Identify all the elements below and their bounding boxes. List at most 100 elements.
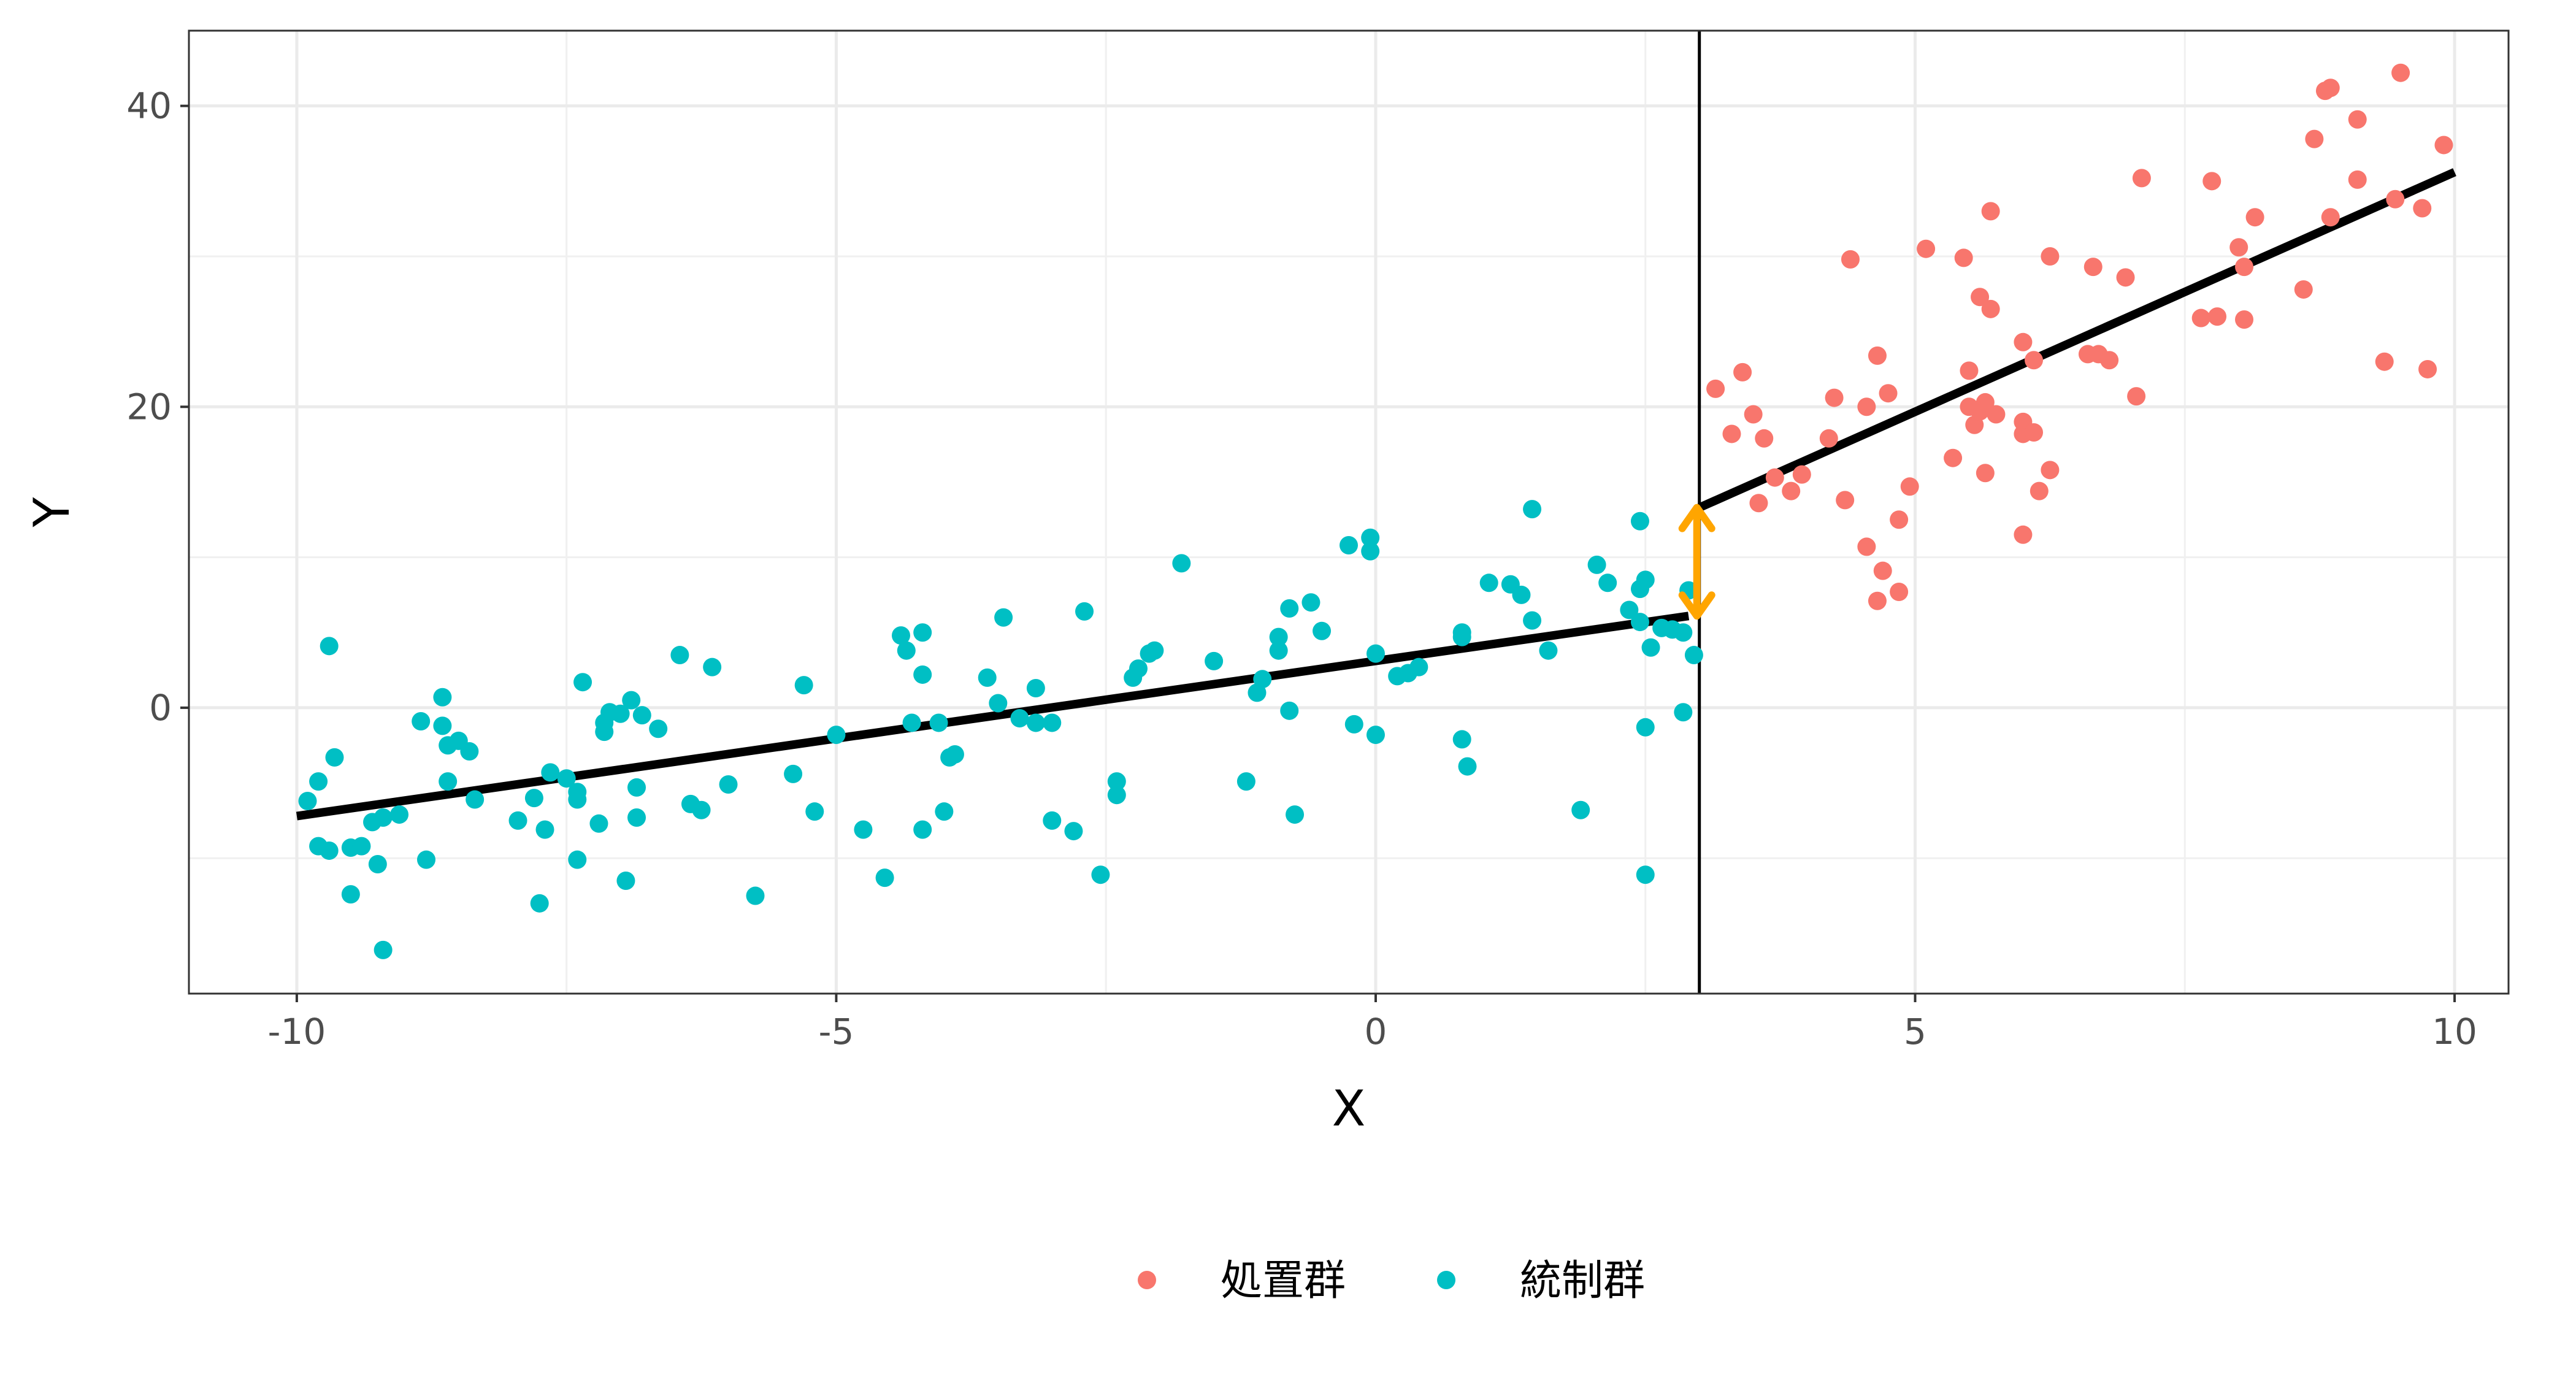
data-point-control bbox=[692, 800, 711, 819]
data-point-control bbox=[1620, 600, 1639, 619]
data-point-treatment bbox=[1971, 288, 1990, 307]
data-point-control bbox=[1107, 786, 1126, 805]
jump-arrow-head-top bbox=[1678, 504, 1715, 532]
data-point-treatment bbox=[1782, 481, 1801, 500]
data-point-control bbox=[589, 814, 608, 833]
data-point-treatment bbox=[2100, 351, 2119, 370]
data-point-treatment bbox=[1976, 393, 1995, 412]
data-point-control bbox=[703, 657, 722, 677]
data-point-treatment bbox=[1836, 491, 1855, 510]
data-point-control bbox=[416, 850, 435, 869]
data-point-control bbox=[412, 711, 431, 730]
data-point-treatment bbox=[2434, 136, 2453, 155]
data-point-treatment bbox=[1825, 388, 1844, 407]
data-point-control bbox=[627, 808, 646, 827]
data-point-treatment bbox=[2413, 199, 2432, 218]
data-point-treatment bbox=[1890, 583, 1909, 602]
data-point-treatment bbox=[2030, 481, 2049, 500]
data-point-treatment bbox=[1857, 537, 1876, 556]
data-point-control bbox=[466, 790, 485, 809]
data-point-treatment bbox=[1706, 379, 1725, 398]
data-point-control bbox=[719, 775, 738, 794]
data-point-control bbox=[309, 772, 328, 791]
data-point-treatment bbox=[1868, 346, 1887, 365]
data-point-treatment bbox=[2348, 110, 2367, 129]
data-point-control bbox=[627, 778, 646, 797]
data-point-control bbox=[1674, 703, 1693, 722]
data-point-treatment bbox=[2025, 351, 2044, 370]
data-point-control bbox=[320, 637, 339, 656]
data-point-control bbox=[1630, 512, 1649, 531]
data-point-treatment bbox=[2014, 332, 2033, 351]
data-point-treatment bbox=[2132, 169, 2151, 188]
data-point-control bbox=[1043, 713, 1062, 732]
data-point-control bbox=[897, 641, 916, 660]
data-point-control bbox=[1280, 701, 1299, 720]
data-point-control bbox=[439, 772, 458, 791]
data-point-control bbox=[1684, 646, 1703, 665]
data-point-control bbox=[374, 940, 393, 959]
fit-line-layer bbox=[296, 168, 2456, 821]
data-point-treatment bbox=[2321, 208, 2340, 227]
data-point-treatment bbox=[1981, 202, 2000, 221]
data-point-treatment bbox=[2245, 208, 2264, 227]
data-point-treatment bbox=[2321, 79, 2340, 98]
data-point-control bbox=[978, 668, 997, 687]
data-point-control bbox=[460, 742, 479, 761]
jump-arrow-head-bottom bbox=[1678, 591, 1715, 620]
data-point-treatment bbox=[2041, 247, 2060, 266]
data-point-treatment bbox=[1792, 465, 1811, 484]
data-point-control bbox=[1523, 500, 1542, 519]
data-point-treatment bbox=[1733, 362, 1752, 381]
data-point-treatment bbox=[1819, 429, 1838, 448]
data-point-control bbox=[1452, 623, 1471, 642]
data-point-control bbox=[390, 805, 409, 824]
data-point-control bbox=[374, 808, 393, 827]
fit-line-right bbox=[1697, 168, 2456, 512]
data-point-treatment bbox=[1944, 448, 1963, 467]
data-point-treatment bbox=[2208, 307, 2227, 326]
data-point-control bbox=[341, 885, 360, 904]
data-point-control bbox=[1479, 573, 1498, 592]
x-tick-label: 5 bbox=[1904, 1011, 1926, 1052]
data-point-control bbox=[1344, 715, 1363, 734]
data-point-control bbox=[298, 792, 317, 810]
data-point-control bbox=[1026, 679, 1045, 698]
data-point-control bbox=[913, 665, 932, 684]
data-point-control bbox=[1539, 641, 1558, 660]
data-point-control bbox=[1107, 772, 1126, 791]
data-point-treatment bbox=[1722, 424, 1741, 443]
data-point-treatment bbox=[2294, 280, 2313, 299]
data-point-control bbox=[1129, 659, 1148, 678]
legend-marker-treatment bbox=[1138, 1271, 1156, 1289]
data-point-control bbox=[320, 841, 339, 860]
data-point-control bbox=[929, 713, 948, 732]
data-point-control bbox=[875, 868, 894, 887]
data-point-treatment bbox=[2116, 268, 2135, 287]
legend-label-treatment: 処置群 bbox=[1221, 1257, 1346, 1305]
legend-label-control: 統制群 bbox=[1520, 1257, 1645, 1305]
data-point-control bbox=[611, 704, 630, 723]
data-point-control bbox=[568, 850, 587, 869]
data-point-control bbox=[1523, 611, 1542, 630]
data-point-control bbox=[994, 608, 1013, 627]
data-point-control bbox=[1269, 627, 1288, 646]
legend: 処置群 統制群 bbox=[1138, 1257, 1645, 1305]
data-point-control bbox=[616, 872, 635, 891]
data-point-treatment bbox=[1976, 464, 1995, 483]
data-point-control bbox=[568, 790, 587, 809]
data-point-control bbox=[1026, 713, 1045, 732]
x-tick-label: 0 bbox=[1365, 1011, 1387, 1052]
data-point-control bbox=[913, 820, 932, 839]
data-point-treatment bbox=[2418, 359, 2437, 378]
data-point-control bbox=[1587, 555, 1606, 574]
x-axis-title: X bbox=[1332, 1080, 1366, 1137]
data-point-treatment bbox=[2083, 258, 2103, 277]
data-point-treatment bbox=[2235, 310, 2254, 329]
data-point-control bbox=[1075, 602, 1094, 621]
data-point-control bbox=[1512, 585, 1531, 604]
data-point-control bbox=[935, 802, 954, 821]
data-point-control bbox=[325, 748, 344, 767]
